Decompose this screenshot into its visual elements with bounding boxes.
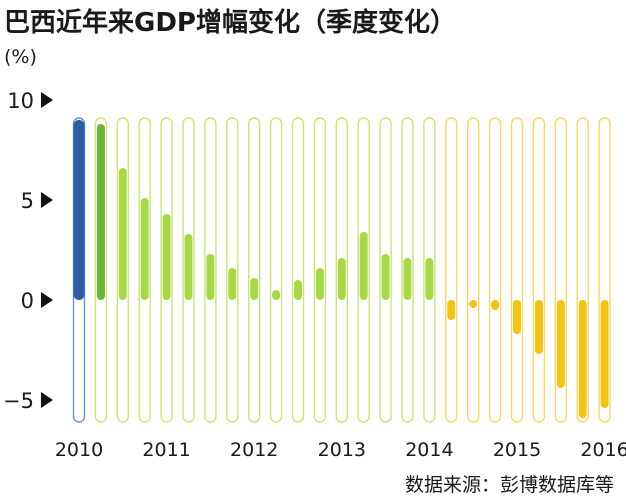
bar-track [423, 117, 436, 423]
y-tick-arrow-icon [41, 392, 53, 408]
x-tick-label: 2016 [580, 439, 626, 461]
bar-track [488, 117, 502, 423]
bar-track [532, 117, 546, 423]
y-tick-label: 0 [21, 289, 34, 313]
bar [381, 254, 390, 300]
bar-track [335, 117, 348, 423]
bar [403, 258, 412, 300]
bar [73, 120, 85, 300]
bar-track [182, 117, 195, 423]
bar-track [467, 117, 480, 423]
bar [206, 254, 215, 300]
bar-track [204, 117, 217, 423]
bar [469, 300, 478, 308]
bar-track [401, 117, 414, 423]
bar [491, 300, 500, 310]
x-tick-label: 2015 [493, 439, 541, 461]
bar [447, 300, 456, 320]
bar-track [313, 117, 327, 423]
y-tick-label: 10 [7, 89, 34, 113]
bar-track [138, 117, 151, 423]
bar [315, 268, 324, 300]
x-tick-label: 2014 [405, 439, 453, 461]
bar [337, 258, 346, 300]
bar-track [247, 117, 261, 423]
bar [118, 168, 127, 300]
bar [425, 258, 434, 300]
bar [140, 198, 149, 300]
y-tick-arrow-icon [41, 292, 53, 308]
y-axis-unit: (%) [4, 46, 37, 68]
bar [359, 232, 368, 300]
x-tick-label: 2011 [142, 439, 190, 461]
bar-track [598, 117, 611, 423]
x-tick-label: 2013 [318, 439, 366, 461]
bar [250, 278, 259, 300]
bar-track [116, 117, 130, 423]
bar [294, 280, 302, 300]
bar [96, 124, 105, 300]
bar-track [357, 117, 370, 423]
bar-track [445, 117, 458, 423]
bar-track [379, 117, 392, 423]
bar [513, 300, 521, 334]
bar [184, 234, 193, 300]
y-tick-label: −5 [3, 389, 34, 413]
bar [228, 268, 237, 300]
bar [162, 214, 171, 300]
bar [272, 290, 281, 300]
chart-title: 巴西近年来GDP增幅变化（季度变化） [4, 8, 456, 38]
bar-track [291, 117, 305, 423]
data-source: 数据来源：彭博数据库等 [404, 474, 614, 496]
y-tick-arrow-icon [41, 92, 53, 108]
y-tick-arrow-icon [41, 192, 53, 208]
bar-track [269, 117, 283, 423]
bar-track [160, 117, 173, 423]
y-tick-label: 5 [21, 189, 34, 213]
x-tick-label: 2012 [230, 439, 278, 461]
bar [600, 300, 609, 408]
bar-track [510, 117, 524, 423]
bar [578, 300, 587, 418]
bar-track [226, 117, 239, 423]
x-tick-label: 2010 [55, 439, 103, 461]
bar-track [94, 117, 108, 423]
bar-track [576, 117, 589, 423]
bar [534, 300, 543, 354]
bar-track [554, 117, 567, 423]
bar [556, 300, 565, 388]
